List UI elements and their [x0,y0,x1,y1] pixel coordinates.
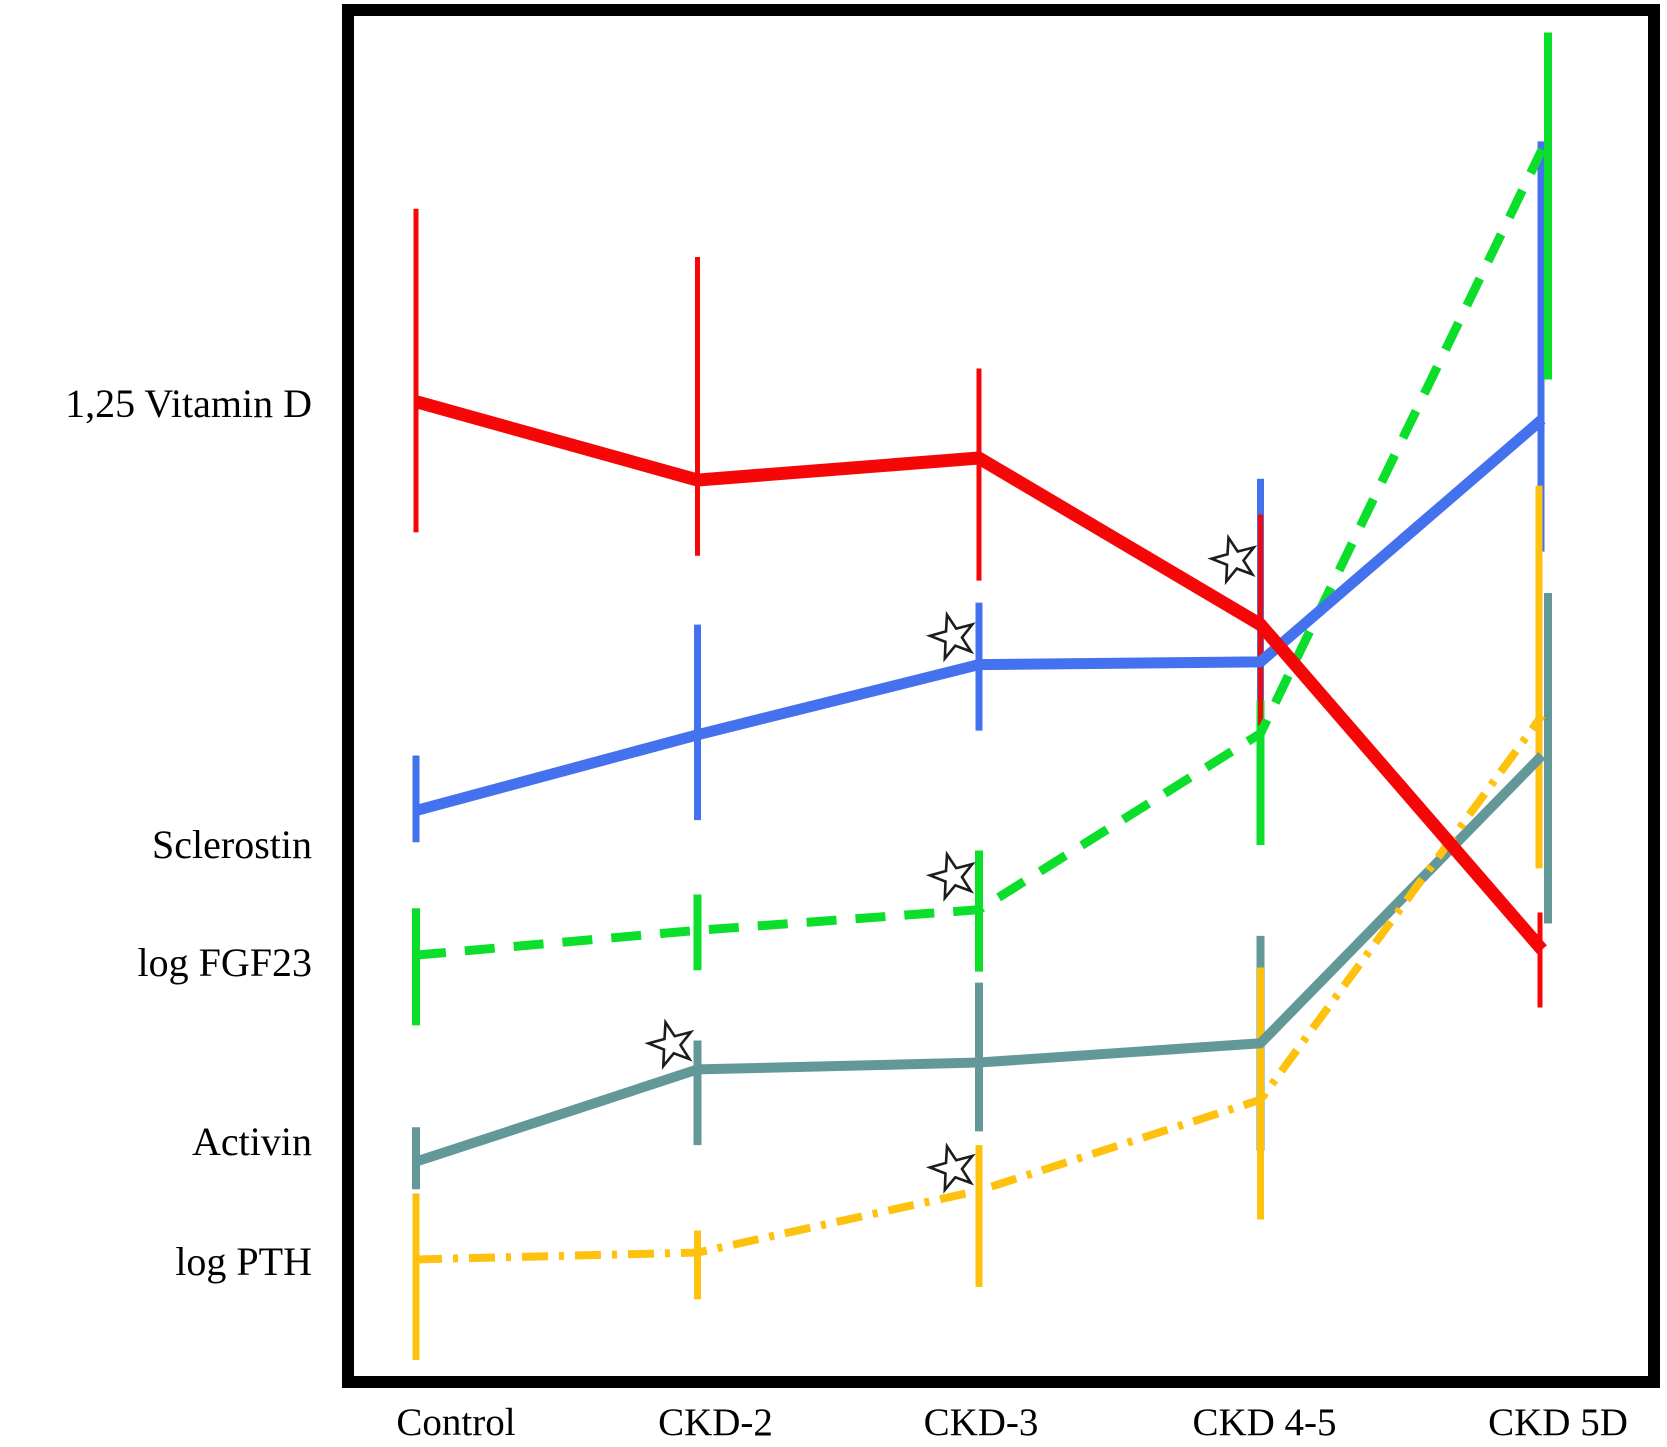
x-tick-control: Control [396,1401,516,1444]
significance-star-sclerostin-ckd-3 [925,610,976,663]
y-label-log-fgf23: log FGF23 [137,940,313,986]
x-tick-ckd-5d: CKD 5D [1488,1401,1628,1444]
series-line-log-fgf23 [415,147,1547,960]
significance-star-log-fgf23-ckd-3 [925,850,976,902]
x-tick-ckd-4-5: CKD 4-5 [1192,1401,1337,1444]
significance-star-log-pth-ckd-3 [925,1142,976,1194]
y-label-log-pth: log PTH [175,1239,312,1285]
y-label-sclerostin: Sclerostin [152,821,312,867]
x-tick-ckd-2: CKD-2 [658,1401,773,1444]
y-label-activin: Activin [192,1119,312,1165]
series-line-sclerostin [414,415,1546,816]
error-bars-log-fgf23 [412,32,1552,1026]
significance-star-activin-ckd-2 [644,1018,695,1070]
plot-frame [342,4,1660,1388]
significance-star-1-25-vitamin-d-ckd-4-5 [1207,533,1258,586]
y-label-vitamin-d: 1,25 Vitamin D [65,381,312,427]
series-line-1-25-vitamin-d [414,395,1547,954]
series-line-log-pth [415,713,1546,1264]
x-tick-ckd-3: CKD-3 [923,1401,1039,1444]
series-line-activin [414,751,1546,1167]
